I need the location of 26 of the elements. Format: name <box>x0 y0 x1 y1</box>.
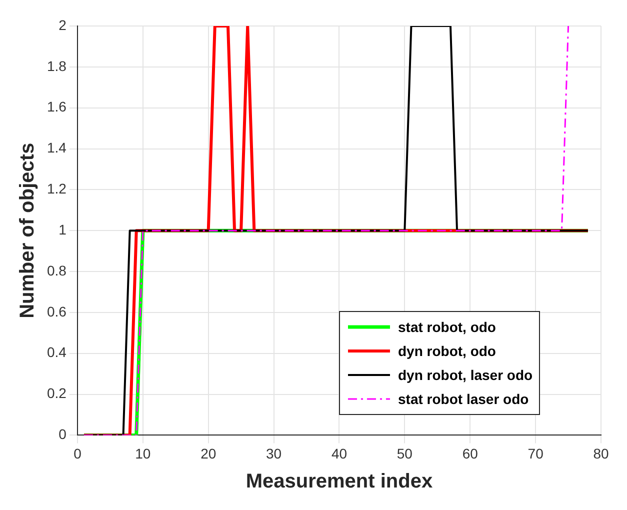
y-tick-label: 0.2 <box>46 385 67 402</box>
x-tick-label: 60 <box>462 445 478 462</box>
x-tick-label: 40 <box>331 445 348 462</box>
x-tick-label: 80 <box>593 445 609 462</box>
y-tick-label: 1.6 <box>46 98 67 115</box>
x-tick-label: 70 <box>528 445 544 462</box>
y-tick-label: 0.8 <box>46 262 67 278</box>
y-tick-label: 0.6 <box>46 303 67 320</box>
y-tick-label: 1.2 <box>46 180 67 197</box>
x-tick-label: 10 <box>135 445 151 462</box>
legend-label: dyn robot, laser odo <box>398 367 533 384</box>
legend-label: stat robot laser odo <box>398 391 529 408</box>
y-tick-label: 0 <box>58 426 67 442</box>
y-tick-label: 1.8 <box>46 58 67 74</box>
x-tick-label: 50 <box>396 445 413 462</box>
x-tick-label: 20 <box>200 445 216 462</box>
y-tick-label: 1.4 <box>46 140 67 156</box>
x-axis-title: Measurement index <box>246 470 433 493</box>
y-tick-label: 1 <box>58 221 67 238</box>
legend-label: stat robot, odo <box>398 319 496 336</box>
y-tick-label: 0.4 <box>46 344 67 360</box>
y-axis-title: Number of objects <box>16 142 39 318</box>
x-tick-label: 30 <box>266 445 282 462</box>
legend-label: dyn robot, odo <box>398 343 496 360</box>
y-tick-label: 2 <box>58 16 67 33</box>
x-tick-label: 0 <box>74 445 82 462</box>
